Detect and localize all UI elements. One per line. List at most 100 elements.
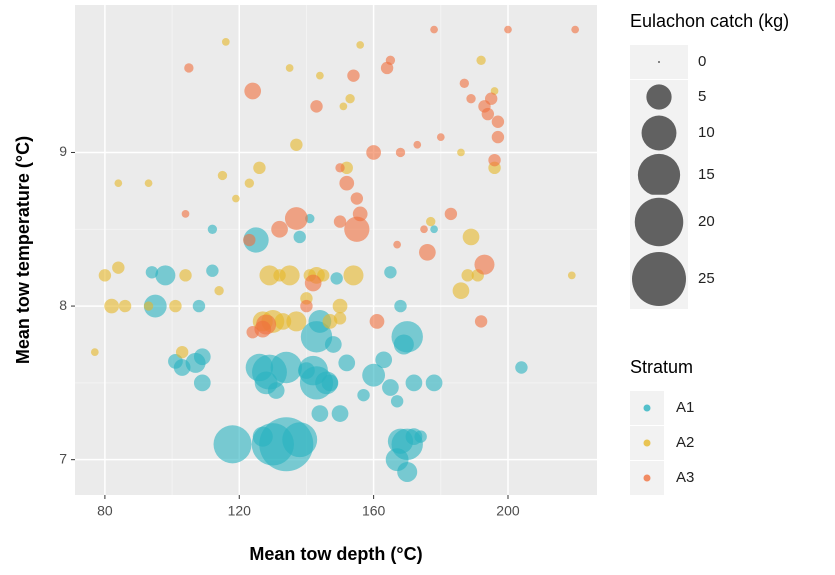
point: [413, 140, 422, 149]
point: [459, 78, 469, 89]
point: [193, 374, 211, 392]
point: [426, 216, 436, 227]
point: [284, 207, 308, 230]
point: [298, 362, 315, 379]
y-tick-label: 8: [59, 297, 67, 313]
point: [214, 286, 224, 296]
point: [567, 271, 576, 280]
point: [145, 266, 159, 279]
point: [206, 264, 219, 277]
point: [333, 215, 347, 228]
legend-size-key: [658, 61, 660, 63]
point: [175, 345, 189, 359]
point: [98, 269, 112, 282]
point: [362, 363, 386, 387]
legend-size-key: [646, 84, 672, 110]
point: [244, 82, 262, 100]
point: [457, 148, 465, 157]
point: [419, 243, 436, 261]
legend-label: 15: [698, 166, 715, 183]
point: [393, 334, 414, 355]
point: [394, 299, 407, 313]
point: [330, 272, 343, 285]
x-tick-label: 160: [362, 503, 386, 519]
point: [293, 230, 306, 244]
x-axis-title: Mean tow depth (°C): [249, 544, 422, 564]
point: [343, 265, 364, 286]
point: [405, 374, 423, 392]
point: [104, 298, 119, 314]
point: [112, 261, 125, 274]
point: [324, 336, 342, 353]
legend-size-key: [641, 115, 677, 151]
point: [217, 170, 228, 181]
point: [290, 138, 303, 151]
point: [246, 325, 259, 339]
point: [321, 374, 339, 392]
legend-size-key: [637, 153, 681, 197]
point: [339, 102, 348, 111]
point: [436, 133, 445, 141]
legend-color-key: [643, 439, 651, 447]
point: [345, 94, 355, 104]
point: [474, 315, 488, 328]
point: [311, 405, 329, 422]
point: [271, 220, 288, 238]
point: [462, 228, 480, 246]
color-legend-title: Stratum: [630, 357, 693, 377]
point: [461, 269, 474, 282]
point: [244, 178, 255, 188]
y-axis-title: Mean tow temperature (°C): [13, 136, 33, 364]
point: [243, 233, 256, 247]
point: [397, 461, 418, 482]
point: [181, 210, 190, 218]
point: [179, 269, 192, 282]
point: [350, 192, 364, 205]
legend-color-key: [643, 404, 651, 412]
point: [118, 299, 132, 313]
point: [184, 63, 194, 73]
point: [430, 225, 438, 234]
point: [452, 282, 470, 300]
point: [193, 348, 211, 366]
point: [474, 254, 495, 275]
plot-panel: [75, 5, 597, 495]
point: [356, 41, 365, 49]
point: [270, 351, 302, 384]
point: [279, 265, 300, 286]
point: [338, 354, 356, 372]
point: [114, 179, 123, 188]
point: [169, 299, 182, 313]
point: [481, 107, 495, 121]
point: [207, 224, 218, 234]
point: [332, 298, 348, 314]
point: [420, 225, 428, 234]
point: [375, 351, 393, 369]
point: [393, 240, 401, 249]
point: [369, 314, 385, 329]
point: [504, 25, 512, 34]
point: [316, 71, 324, 80]
point: [144, 179, 153, 188]
point: [340, 161, 353, 175]
legend-size-key: [632, 252, 686, 306]
point: [192, 299, 206, 313]
legend-color-key: [643, 474, 651, 482]
legend-label: 5: [698, 88, 706, 105]
size-legend-title: Eulachon catch (kg): [630, 11, 789, 31]
legend-label: 25: [698, 270, 715, 287]
point: [267, 382, 285, 399]
point: [232, 194, 240, 203]
point: [357, 388, 370, 402]
legend-label: A3: [676, 469, 694, 486]
y-tick-label: 7: [59, 450, 67, 466]
point: [385, 55, 396, 65]
x-tick-label: 200: [496, 503, 520, 519]
point: [143, 294, 167, 318]
point: [253, 161, 266, 175]
point: [310, 100, 323, 113]
point: [304, 274, 322, 292]
point: [274, 313, 292, 330]
point: [515, 361, 528, 374]
point: [259, 265, 280, 286]
